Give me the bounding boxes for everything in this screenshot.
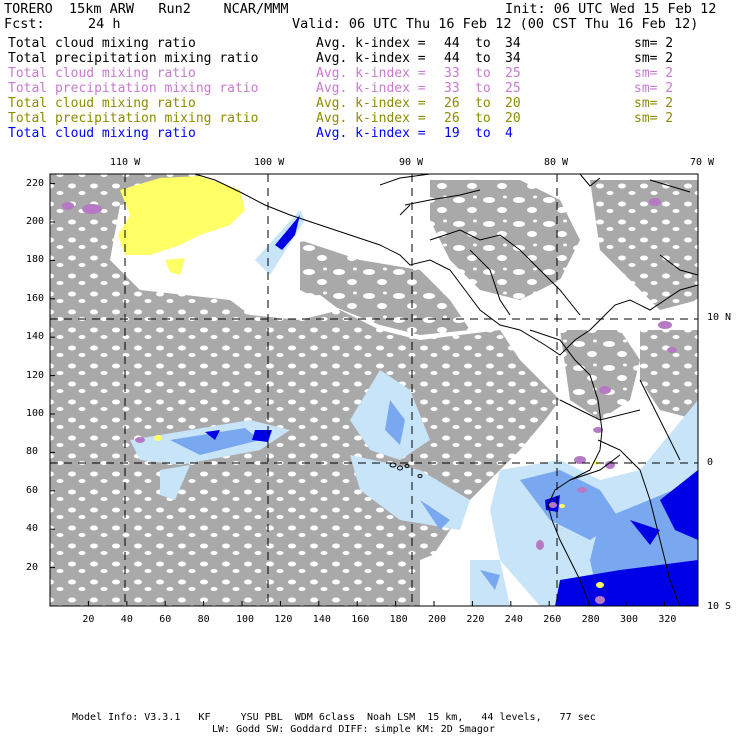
legend-k-from: 44 xyxy=(444,36,460,51)
x-tick-label: 100 xyxy=(236,614,255,625)
lon-label-90w: 90 W xyxy=(399,157,424,168)
model-title: TORERO 15km ARW Run2 NCAR/MMM xyxy=(4,1,289,17)
legend-to-word: to xyxy=(475,66,491,81)
precip-yellow xyxy=(118,176,604,588)
legend-k-to: 34 xyxy=(505,36,521,51)
legend-k-from: 33 xyxy=(444,81,460,96)
graticule xyxy=(50,174,698,606)
legend-smoothing: sm= 2 xyxy=(634,51,674,66)
legend-k-to: 34 xyxy=(505,51,521,66)
forecast-hours: 24 h xyxy=(88,16,121,32)
lon-label-70w: 70 W xyxy=(690,157,715,168)
legend-field-name: Total cloud mixing ratio xyxy=(8,36,196,51)
y-tick-label: 20 xyxy=(26,561,39,573)
legend-smoothing: sm= 2 xyxy=(634,36,674,51)
legend-field-name: Total cloud mixing ratio xyxy=(8,126,196,141)
legend-k-to: 25 xyxy=(505,66,521,81)
legend-k-to: 4 xyxy=(505,126,513,141)
legend-field-name: Total precipitation mixing ratio xyxy=(8,81,259,96)
y-tick-label: 60 xyxy=(26,484,39,496)
init-time: Init: 06 UTC Wed 15 Feb 12 xyxy=(505,1,717,17)
legend-field-name: Total cloud mixing ratio xyxy=(8,96,196,111)
legend-k-index-label: Avg. k-index = xyxy=(316,51,426,66)
legend-k-from: 26 xyxy=(444,96,460,111)
y-tick-label: 120 xyxy=(26,369,45,381)
cloud-deep-blue xyxy=(205,215,698,606)
x-tick-label: 260 xyxy=(543,614,562,625)
y-tick-label: 100 xyxy=(26,408,45,419)
x-tick-label: 60 xyxy=(159,614,172,625)
lon-label-80w: 80 W xyxy=(544,157,569,168)
precip-purple xyxy=(62,198,677,604)
legend-k-to: 20 xyxy=(505,96,521,111)
x-tick-label: 280 xyxy=(581,614,600,625)
y-tick-label: 200 xyxy=(26,216,45,227)
lat-label-10n: 10 N xyxy=(707,312,732,323)
legend-k-from: 44 xyxy=(444,51,460,66)
plot-frame xyxy=(49,173,699,607)
legend-field-name: Total precipitation mixing ratio xyxy=(8,51,259,66)
legend-smoothing: sm= 2 xyxy=(634,96,674,111)
legend-field-name: Total precipitation mixing ratio xyxy=(8,111,259,126)
x-tick-label: 140 xyxy=(312,614,331,625)
forecast-label: Fcst: xyxy=(4,16,45,32)
legend-to-word: to xyxy=(475,96,491,111)
lon-label-110w: 110 W xyxy=(110,157,141,168)
legend-to-word: to xyxy=(475,36,491,51)
y-tick-label: 220 xyxy=(26,177,45,189)
tick-marks xyxy=(50,183,665,606)
x-tick-label: 40 xyxy=(120,614,133,625)
plot-area xyxy=(50,174,698,606)
legend-k-to: 25 xyxy=(505,81,521,96)
legend-k-index-label: Avg. k-index = xyxy=(316,111,426,126)
legend-to-word: to xyxy=(475,111,491,126)
y-tick-label: 80 xyxy=(26,446,39,458)
legend-k-index-label: Avg. k-index = xyxy=(316,96,426,111)
x-tick-label: 160 xyxy=(351,614,370,625)
x-tick-label: 20 xyxy=(82,614,95,625)
legend-to-word: to xyxy=(475,51,491,66)
coastlines xyxy=(194,174,698,606)
legend-to-word: to xyxy=(475,81,491,96)
x-tick-label: 120 xyxy=(274,614,293,625)
legend-smoothing: sm= 2 xyxy=(634,66,674,81)
legend-k-index-label: Avg. k-index = xyxy=(316,66,426,81)
legend-k-from: 19 xyxy=(444,126,460,141)
legend-k-index-label: Avg. k-index = xyxy=(316,126,426,141)
legend-smoothing: sm= 2 xyxy=(634,111,674,126)
legend-field-name: Total cloud mixing ratio xyxy=(8,66,196,81)
lon-label-100w: 100 W xyxy=(254,157,285,168)
legend-k-to: 20 xyxy=(505,111,521,126)
x-tick-label: 300 xyxy=(620,614,639,625)
x-tick-label: 240 xyxy=(504,614,523,625)
legend-k-from: 33 xyxy=(444,66,460,81)
legend-smoothing: sm= 2 xyxy=(634,81,674,96)
x-tick-label: 80 xyxy=(197,614,210,625)
model-info-line: Model Info: V3.3.1 KF YSU PBL WDM 6class… xyxy=(72,712,596,723)
x-tick-label: 220 xyxy=(466,614,485,625)
physics-info-line: LW: Godd SW: Goddard DIFF: simple KM: 2D… xyxy=(212,724,495,735)
lat-label-10s: 10 S xyxy=(707,601,732,612)
y-tick-label: 140 xyxy=(26,331,45,343)
y-tick-label: 160 xyxy=(26,292,45,304)
y-tick-label: 40 xyxy=(26,523,39,535)
x-tick-label: 320 xyxy=(658,614,677,625)
valid-time: Valid: 06 UTC Thu 16 Feb 12 (00 CST Thu … xyxy=(292,16,699,32)
legend-k-index-label: Avg. k-index = xyxy=(316,36,426,51)
legend-k-index-label: Avg. k-index = xyxy=(316,81,426,96)
legend-to-word: to xyxy=(475,126,491,141)
y-tick-label: 180 xyxy=(26,254,45,266)
x-tick-label: 200 xyxy=(428,614,447,625)
legend-k-from: 26 xyxy=(444,111,460,126)
x-tick-label: 180 xyxy=(389,614,408,625)
lat-label-0: 0 xyxy=(707,457,714,468)
